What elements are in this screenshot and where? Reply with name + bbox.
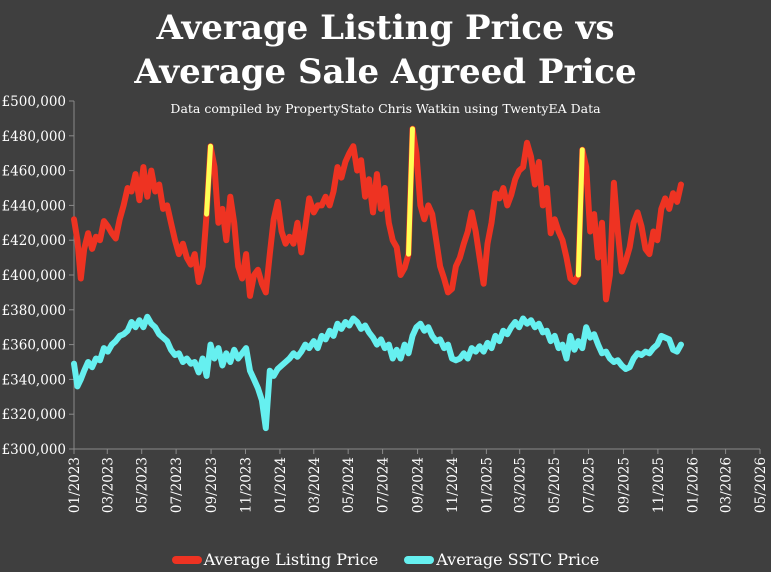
legend-swatch-sstc xyxy=(404,555,435,564)
y-tick-label: £340,000 xyxy=(2,372,66,388)
series-line-listing-price xyxy=(71,125,684,303)
x-tick-label: 09/2024 xyxy=(411,457,427,513)
x-tick-label: 07/2024 xyxy=(376,457,392,513)
legend-item-listing: Average Listing Price xyxy=(171,550,379,569)
x-tick-label: 03/2024 xyxy=(307,457,323,513)
x-tick-label: 01/2026 xyxy=(685,457,701,513)
y-tick-label: £460,000 xyxy=(2,164,66,180)
y-tick-label: £400,000 xyxy=(2,268,66,284)
chart-subtitle: Data compiled by PropertyStato Chris Wat… xyxy=(170,101,601,116)
x-tick-label: 11/2024 xyxy=(445,457,461,513)
y-tick-label: £500,000 xyxy=(2,94,66,110)
y-tick-label: £380,000 xyxy=(2,303,66,319)
legend-swatch-listing xyxy=(171,555,202,564)
x-tick-label: 05/2026 xyxy=(753,457,769,513)
y-tick-label: £420,000 xyxy=(2,233,66,249)
highlight-segment xyxy=(575,147,585,278)
x-tick-label: 03/2025 xyxy=(513,457,529,513)
x-tick-label: 01/2023 xyxy=(67,457,83,513)
x-tick-label: 01/2024 xyxy=(273,457,289,513)
x-tick-label: 01/2025 xyxy=(479,457,495,513)
x-tick-label: 09/2025 xyxy=(616,457,632,513)
x-tick-label: 07/2023 xyxy=(169,457,185,513)
legend-item-sstc: Average SSTC Price xyxy=(404,550,599,569)
chart-title-line-2: Average Sale Agreed Price xyxy=(134,52,637,92)
chart-title: Average Listing Price vs xyxy=(156,8,615,48)
axes: £300,000 £320,000 £340,000 £360,000 £380,000… xyxy=(2,94,769,513)
x-tick-label: 09/2023 xyxy=(204,457,220,513)
y-tick-label: £440,000 xyxy=(2,198,66,214)
x-tick-label: 05/2023 xyxy=(135,457,151,513)
x-tick-label: 03/2026 xyxy=(719,457,735,513)
y-tick-label: £360,000 xyxy=(2,338,66,354)
x-tick-label: 05/2025 xyxy=(547,457,563,513)
x-tick-label: 03/2023 xyxy=(100,457,116,513)
legend: Average Listing Price Average SSTC Price xyxy=(0,550,771,569)
legend-label-sstc: Average SSTC Price xyxy=(436,550,600,569)
legend-label-listing: Average Listing Price xyxy=(203,550,379,569)
x-tick-label: 11/2023 xyxy=(239,457,255,513)
y-tick-label: £300,000 xyxy=(2,442,66,458)
series-layer xyxy=(71,125,684,432)
series-line-sstc-price xyxy=(71,313,684,432)
x-tick-label: 05/2024 xyxy=(341,457,357,513)
y-tick-label: £320,000 xyxy=(2,407,66,423)
x-tick-label: 07/2025 xyxy=(582,457,598,513)
highlight-segment xyxy=(204,143,214,217)
highlight-segment xyxy=(406,126,415,257)
x-tick-label: 11/2025 xyxy=(651,457,667,513)
y-tick-label: £480,000 xyxy=(2,129,66,145)
